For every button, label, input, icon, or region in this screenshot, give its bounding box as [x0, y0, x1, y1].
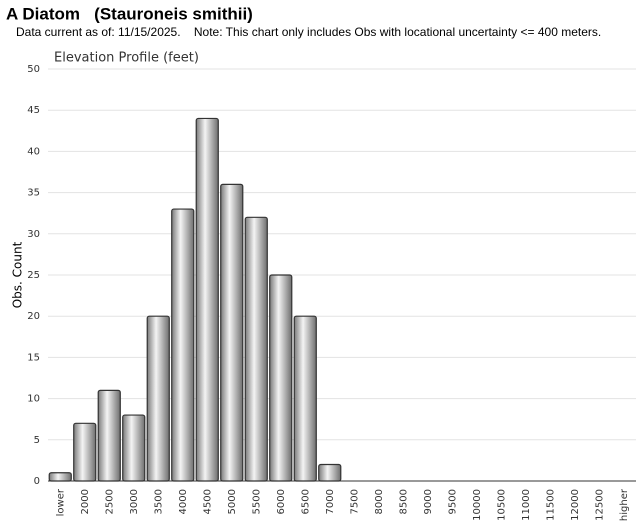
y-tick-label: 20: [27, 311, 40, 322]
y-tick-label: 35: [27, 188, 40, 199]
y-tick-label: 50: [27, 64, 40, 75]
x-tick-label: 7000: [325, 489, 336, 514]
y-tick-label: 15: [27, 352, 40, 363]
bar: [244, 216, 268, 482]
x-tick-label: 11500: [545, 489, 556, 521]
x-tick-label: 10500: [496, 489, 507, 521]
chart-title: A Diatom (Stauroneis smithii): [6, 4, 253, 23]
y-axis-label: Obs. Count: [11, 241, 25, 308]
x-tick-label: 4000: [178, 489, 189, 514]
x-tick-label: 9000: [423, 489, 434, 514]
bar: [269, 274, 293, 482]
x-tick-label: 10000: [472, 489, 483, 521]
y-tick-label: 25: [27, 270, 40, 281]
x-tick-label: 5500: [251, 489, 262, 514]
bar: [220, 183, 244, 482]
x-tick-label: 8000: [374, 489, 385, 514]
x-tick-label: 9500: [447, 489, 458, 514]
bar: [146, 315, 170, 482]
bar: [122, 414, 146, 482]
x-tick-label: 12500: [594, 489, 605, 521]
bar: [318, 463, 342, 482]
x-tick-label: 3500: [153, 489, 164, 514]
bar: [48, 472, 72, 482]
y-tick-label: 5: [34, 435, 40, 446]
x-tick-label: 4500: [202, 489, 213, 514]
x-tick-label: 2000: [80, 489, 91, 514]
bar: [171, 208, 195, 482]
chart-subtitle: Data current as of: 11/15/2025. Note: Th…: [16, 25, 601, 39]
y-tick-label: 40: [27, 146, 40, 157]
y-tick-label: 0: [34, 476, 40, 487]
bar: [293, 315, 317, 482]
bar: [73, 422, 97, 482]
x-tick-label: higher: [619, 488, 630, 521]
x-tick-label: 12000: [570, 489, 581, 521]
x-tick-label: 6000: [276, 489, 287, 514]
x-tick-label: 5000: [227, 489, 238, 514]
plot-title: Elevation Profile (feet): [54, 51, 199, 66]
x-tick-label: lower: [55, 488, 66, 516]
x-tick-label: 11000: [521, 489, 532, 521]
x-tick-label: 6500: [300, 489, 311, 514]
y-tick-label: 45: [27, 105, 40, 116]
y-tick-label: 30: [27, 229, 40, 240]
bar: [195, 117, 219, 482]
bar: [97, 389, 121, 482]
x-tick-label: 7500: [349, 489, 360, 514]
x-tick-label: 2500: [104, 489, 115, 514]
x-tick-label: 3000: [129, 489, 140, 514]
x-tick-label: 8500: [398, 489, 409, 514]
y-tick-label: 10: [27, 394, 40, 405]
